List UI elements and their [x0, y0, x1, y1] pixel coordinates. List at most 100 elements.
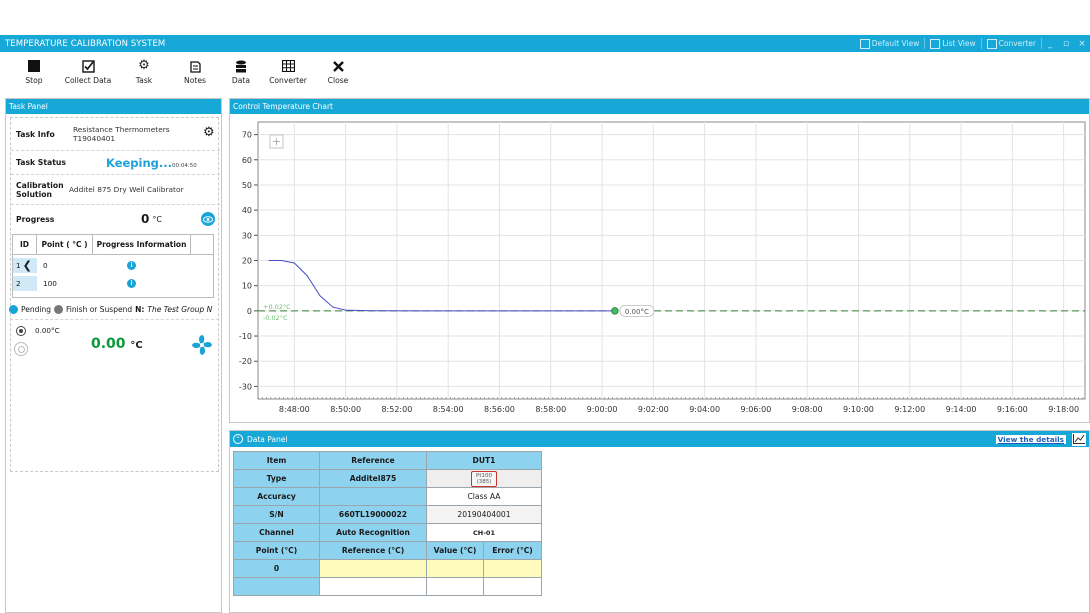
row-id: 2 [13, 276, 37, 291]
task-button[interactable]: ⚙ Task [135, 58, 153, 86]
app-title: TEMPERATURE CALIBRATION SYSTEM [5, 38, 166, 49]
table-row: Item Reference DUT1 [233, 451, 542, 470]
notes-button[interactable]: Notes [168, 52, 222, 92]
y-tick-label: 0 [247, 307, 252, 316]
view-details-link[interactable]: View the details [995, 434, 1066, 444]
zoom-button[interactable] [269, 134, 284, 149]
dut-error [483, 559, 542, 578]
x-tick-label: 8:54:00 [433, 405, 464, 414]
default-view-button[interactable]: Default View [855, 38, 926, 49]
chart-panel-header: Control Temperature Chart [230, 99, 1089, 114]
current-point-marker[interactable] [611, 307, 619, 315]
data-button[interactable]: Data [222, 52, 260, 92]
restore-button[interactable]: ▫ [1062, 38, 1070, 49]
reference-value [319, 559, 427, 578]
point-value: 0 [233, 559, 320, 578]
control-temperature-chart[interactable]: 70 60 50 40 30 20 10 0 -10 -20 -30 8:48:00 8:50:00 8:… [230, 114, 1090, 423]
row-point: 100 [43, 279, 57, 288]
notes-icon [189, 59, 202, 73]
progress-row: Progress 0 °C [11, 205, 220, 233]
dut1-header: DUT1 [426, 451, 542, 470]
converter-button[interactable]: Converter [260, 52, 316, 92]
current-point-arrow-icon: ❮ [22, 259, 32, 272]
database-icon [235, 59, 247, 73]
x-tick-label: 9:18:00 [1048, 405, 1079, 414]
converter-view-icon [986, 38, 997, 49]
line-chart-icon[interactable] [1072, 432, 1086, 446]
task-panel-header: Task Panel [6, 99, 221, 114]
title-bar: TEMPERATURE CALIBRATION SYSTEM Default V… [0, 35, 1090, 52]
y-tick-label: 10 [242, 282, 252, 291]
accuracy-label: Accuracy [233, 487, 320, 506]
progress-table-row[interactable]: 2 100 i [13, 275, 213, 292]
y-tick-label: 30 [242, 231, 252, 240]
calibration-solution-label: Calibration Solution [16, 180, 64, 199]
stop-button[interactable]: Stop [12, 52, 56, 92]
collapse-chevron-icon[interactable]: ⌃ [233, 434, 243, 444]
target-icon [16, 326, 26, 336]
window-close-button[interactable]: × [1078, 38, 1086, 49]
close-button[interactable]: Close [316, 52, 360, 92]
y-tick-label: 20 [242, 257, 252, 266]
minimize-button[interactable]: _ [1047, 38, 1053, 49]
temperature-display: 0.00°C 0.00 °C [10, 319, 219, 369]
task-status-label: Task Status [16, 158, 66, 167]
x-tick-label: 8:56:00 [484, 405, 515, 414]
y-tick-label: 60 [242, 156, 252, 165]
data-panel-header: ⌃ Data Panel View the details [230, 431, 1089, 447]
col-point: Point ( °C ) [37, 234, 93, 255]
probe-icon: Pt100 (385) [471, 470, 497, 487]
table-row: Channel Auto Recognition CH-01 [233, 523, 542, 542]
setpoint-value: 0.00°C [35, 326, 60, 335]
task-settings-gear-icon[interactable]: ⚙ [203, 125, 215, 140]
marker-label: 0.00°C [625, 308, 649, 316]
stop-icon [28, 59, 40, 73]
dut-type-cell[interactable]: Pt100 (385) [426, 469, 542, 488]
reference-header: Reference [319, 451, 427, 470]
status-legend: Pending Finish or Suspend N: The Test Gr… [9, 305, 212, 314]
task-box: Task Info Resistance Thermometers T19040… [10, 117, 220, 472]
list-view-button[interactable]: List View [925, 38, 982, 49]
error-header: Error (°C) [483, 541, 542, 560]
dut-channel: CH-01 [426, 523, 542, 542]
type-label: Type [233, 469, 320, 488]
sn-label: S/N [233, 505, 320, 524]
col-id: ID [13, 234, 37, 255]
pending-dot-icon [9, 305, 18, 314]
table-row: Point (°C) Reference (°C) Value (°C) Err… [233, 541, 542, 560]
reference-sn: 660TL19000022 [319, 505, 427, 524]
y-tick-label: 40 [242, 206, 252, 215]
temperature-series-line [268, 260, 615, 312]
data-table: Item Reference DUT1 Type Additel875 Pt10… [233, 451, 542, 596]
progress-value: 0 [141, 212, 150, 226]
row-id: 1 ❮ [13, 258, 37, 273]
x-tick-label: 9:06:00 [740, 405, 771, 414]
reference-channel: Auto Recognition [319, 523, 427, 542]
x-tick-label: 8:48:00 [279, 405, 310, 414]
stability-upper-label: +0.02°C [263, 303, 291, 311]
task-info-value: Resistance Thermometers T19040401 [73, 125, 170, 143]
task-status-value: Keeping... [106, 155, 173, 170]
point-header: Point (°C) [233, 541, 320, 560]
data-panel: ⌃ Data Panel View the details Item Refer… [229, 430, 1090, 613]
collect-data-button[interactable]: Collect Data [56, 52, 120, 92]
y-tick-label: 50 [242, 181, 252, 190]
calculator-icon [281, 59, 295, 73]
converter-view-button[interactable]: Converter [982, 38, 1042, 49]
calibration-solution-row: Calibration Solution Additel 875 Dry Wel… [11, 175, 220, 205]
y-tick-label: 70 [242, 131, 252, 140]
table-row [233, 577, 542, 596]
channel-label: Channel [233, 523, 320, 542]
x-tick-label: 8:52:00 [381, 405, 412, 414]
reference-accuracy [319, 487, 427, 506]
y-tick-label: -10 [239, 332, 252, 341]
y-tick-label: -30 [239, 382, 252, 391]
calibration-solution-value: Additel 875 Dry Well Calibrator [69, 185, 184, 194]
fan-icon [190, 333, 214, 361]
progress-table-row[interactable]: 1 ❮ 0 i [13, 257, 213, 274]
eye-icon[interactable] [201, 212, 215, 226]
checkbox-icon [81, 59, 95, 73]
current-temperature: 0.00 °C [91, 336, 143, 352]
y-tick-label: -20 [239, 357, 252, 366]
